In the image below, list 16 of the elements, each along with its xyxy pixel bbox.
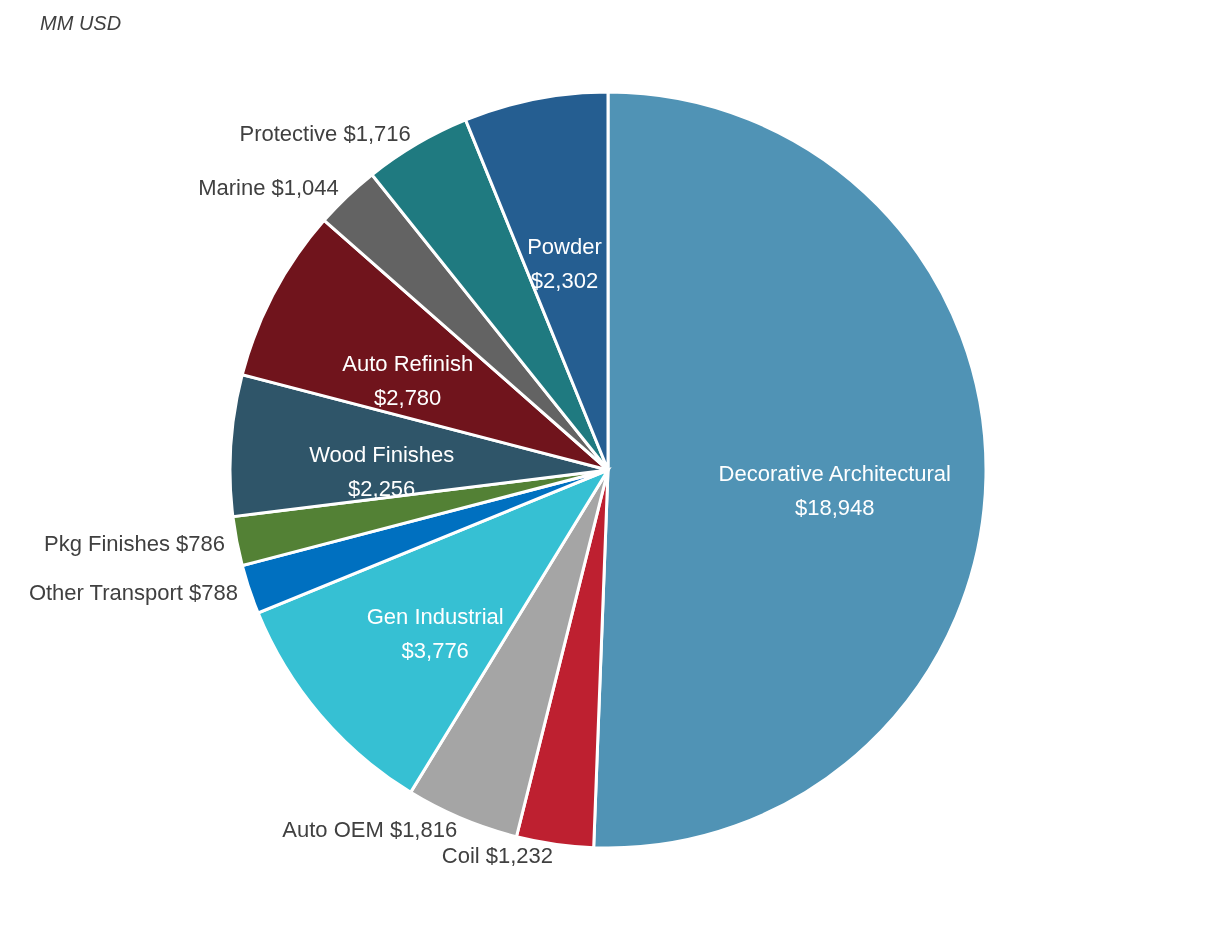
slice-label: Auto Refinish bbox=[342, 350, 474, 376]
slice-label: Protective $1,716 bbox=[239, 120, 411, 146]
slice-label: Decorative Architectural bbox=[718, 461, 951, 487]
slice-label: Coil $1,232 bbox=[441, 843, 554, 869]
slice-label: Marine $1,044 bbox=[198, 174, 339, 200]
slice-label: Wood Finishes bbox=[309, 442, 455, 468]
slice-label: Other Transport $788 bbox=[28, 580, 238, 606]
data-label: $3,776 bbox=[401, 637, 469, 663]
chart-title: MM USD bbox=[40, 12, 122, 34]
data-label: $18,948 bbox=[794, 495, 875, 521]
slice-label: Pkg Finishes $786 bbox=[43, 530, 225, 556]
data-label: $2,780 bbox=[374, 384, 442, 410]
slice-label: Auto OEM $1,816 bbox=[282, 816, 458, 842]
slice-label: Powder bbox=[527, 234, 602, 260]
data-label: $2,302 bbox=[530, 268, 599, 294]
slice-label: Gen Industrial bbox=[366, 603, 504, 629]
